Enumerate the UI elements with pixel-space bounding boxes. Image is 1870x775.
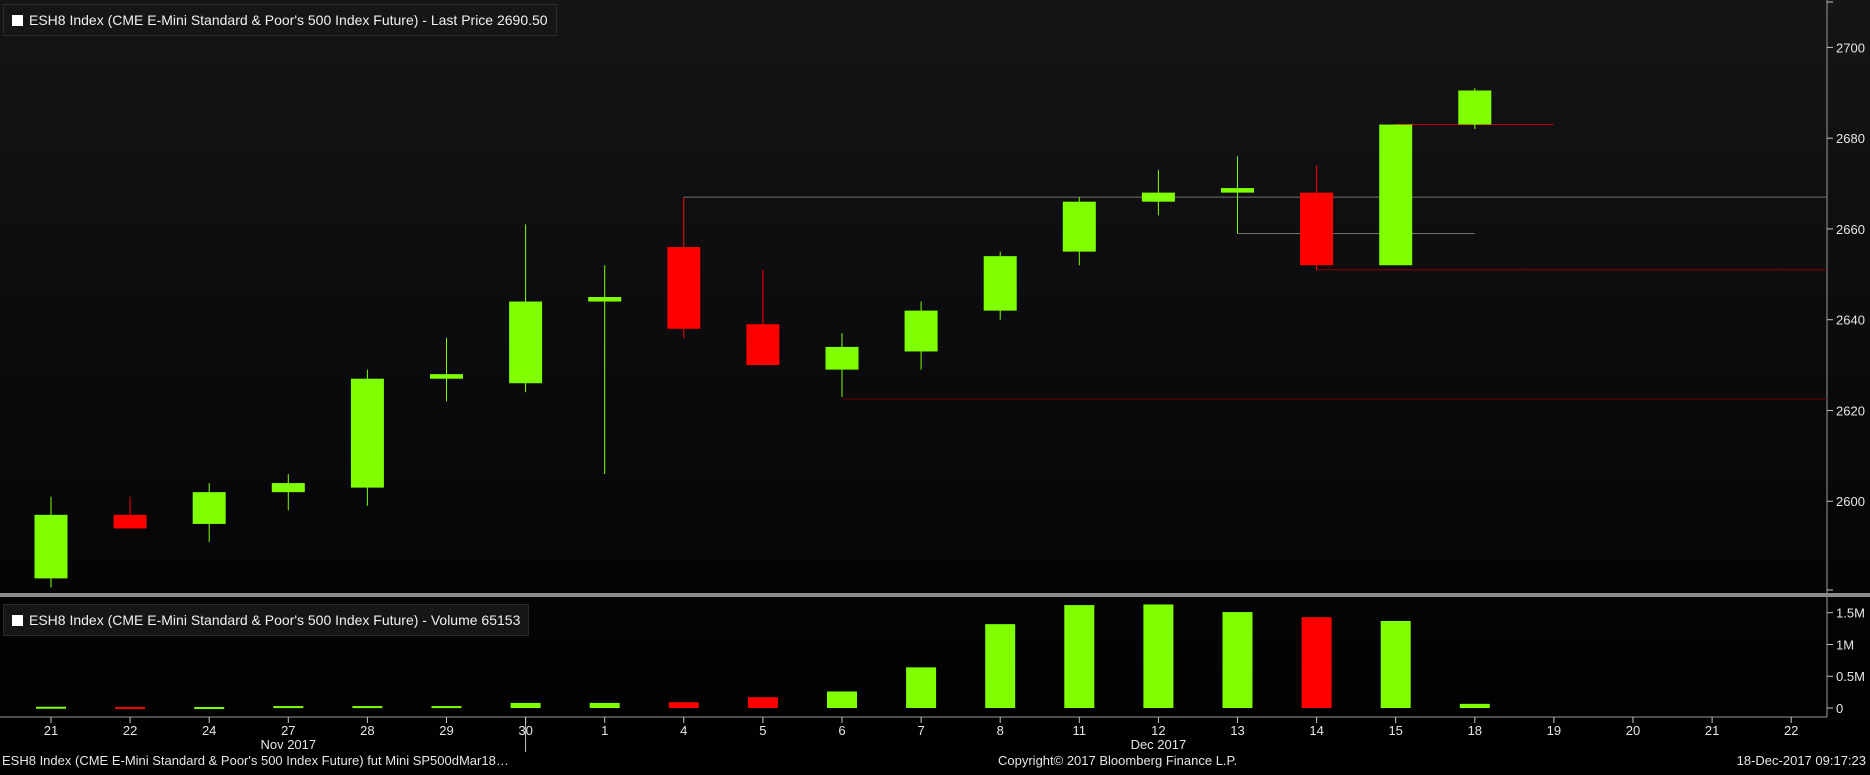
price-tick-label: 2640 — [1836, 313, 1865, 328]
volume-bar — [827, 691, 857, 708]
x-tick-label: 21 — [1705, 723, 1719, 738]
volume-bar — [352, 706, 383, 709]
footer-security-description: ESH8 Index (CME E-Mini Standard & Poor's… — [2, 753, 509, 768]
volume-bar — [194, 707, 225, 710]
candle-body — [1458, 90, 1492, 125]
candle-body — [34, 514, 68, 579]
candle-body — [983, 256, 1017, 311]
x-tick-label: 12 — [1151, 723, 1165, 738]
volume-tick-label: 0.5M — [1836, 669, 1865, 684]
volume-bar — [747, 697, 778, 708]
volume-bar — [985, 624, 1016, 708]
candle-body — [350, 378, 384, 488]
panel-divider — [0, 593, 1870, 597]
x-tick-label: 19 — [1547, 723, 1561, 738]
candle-body — [1062, 201, 1096, 252]
x-tick-label: 7 — [917, 723, 924, 738]
x-tick-label: 4 — [680, 723, 687, 738]
x-tick-label: 29 — [439, 723, 453, 738]
price-series-swatch — [12, 14, 23, 26]
candle-body — [1141, 192, 1175, 202]
price-tick-label: 2700 — [1836, 40, 1865, 55]
candle-body — [746, 324, 780, 366]
volume-series-swatch — [12, 614, 23, 626]
price-tick-label: 2600 — [1836, 494, 1865, 509]
footer-copyright: Copyright© 2017 Bloomberg Finance L.P. — [998, 753, 1238, 768]
volume-tick-label: 0 — [1836, 701, 1843, 716]
candle-body — [588, 297, 622, 302]
x-tick-label: 8 — [997, 723, 1004, 738]
month-label: Dec 2017 — [1131, 737, 1187, 752]
volume-bar — [1222, 612, 1253, 708]
volume-bar — [273, 706, 304, 709]
volume-bar — [115, 707, 146, 710]
month-label: Nov 2017 — [260, 737, 316, 752]
candle-body — [271, 483, 305, 493]
x-tick-label: 14 — [1309, 723, 1323, 738]
candle-body — [1221, 188, 1254, 193]
x-tick-label: 18 — [1468, 723, 1482, 738]
x-tick-label: 6 — [838, 723, 845, 738]
price-tick-label: 2620 — [1836, 403, 1865, 418]
x-tick-label: 22 — [1784, 723, 1798, 738]
price-tick-label: 2680 — [1836, 131, 1865, 146]
volume-legend-text: ESH8 Index (CME E-Mini Standard & Poor's… — [29, 612, 521, 628]
price-legend[interactable]: ESH8 Index (CME E-Mini Standard & Poor's… — [3, 4, 557, 36]
footer-bar: ESH8 Index (CME E-Mini Standard & Poor's… — [0, 752, 1870, 770]
x-tick-label: 22 — [123, 723, 137, 738]
x-tick-label: 11 — [1073, 723, 1087, 738]
volume-legend[interactable]: ESH8 Index (CME E-Mini Standard & Poor's… — [3, 604, 530, 636]
volume-bar — [431, 706, 462, 709]
candle-body — [192, 492, 226, 524]
volume-bar — [668, 702, 699, 708]
x-tick-label: 28 — [360, 723, 374, 738]
price-tick-label: 2660 — [1836, 222, 1865, 237]
candle-body — [1300, 192, 1334, 266]
candle-body — [825, 346, 859, 370]
candle-body — [509, 301, 543, 384]
x-tick-label: 5 — [759, 723, 766, 738]
x-tick-label: 13 — [1230, 723, 1244, 738]
volume-bar — [1380, 620, 1411, 708]
volume-tick-label: 1M — [1836, 637, 1854, 652]
candle-body — [667, 247, 701, 329]
candle-body — [1379, 124, 1413, 266]
x-tick-label: 20 — [1626, 723, 1640, 738]
volume-bar — [510, 702, 541, 708]
x-tick-label: 21 — [44, 723, 58, 738]
candle-body — [113, 514, 147, 529]
volume-bar — [1064, 605, 1095, 708]
volume-tick-label: 1.5M — [1836, 606, 1865, 621]
x-tick-label: 24 — [202, 723, 216, 738]
volume-bar — [589, 702, 620, 708]
footer-timestamp: 18-Dec-2017 09:17:23 — [1736, 753, 1866, 768]
volume-bar — [906, 667, 937, 708]
volume-bar — [1301, 617, 1332, 708]
volume-bar — [36, 706, 66, 709]
price-legend-text: ESH8 Index (CME E-Mini Standard & Poor's… — [29, 12, 548, 28]
candle-body — [904, 310, 938, 352]
x-tick-label: 27 — [281, 723, 295, 738]
candle-body — [430, 374, 463, 379]
volume-bar — [1459, 703, 1490, 708]
x-tick-label: 15 — [1388, 723, 1402, 738]
x-tick-label: 1 — [601, 723, 608, 738]
volume-bar — [1143, 604, 1174, 708]
